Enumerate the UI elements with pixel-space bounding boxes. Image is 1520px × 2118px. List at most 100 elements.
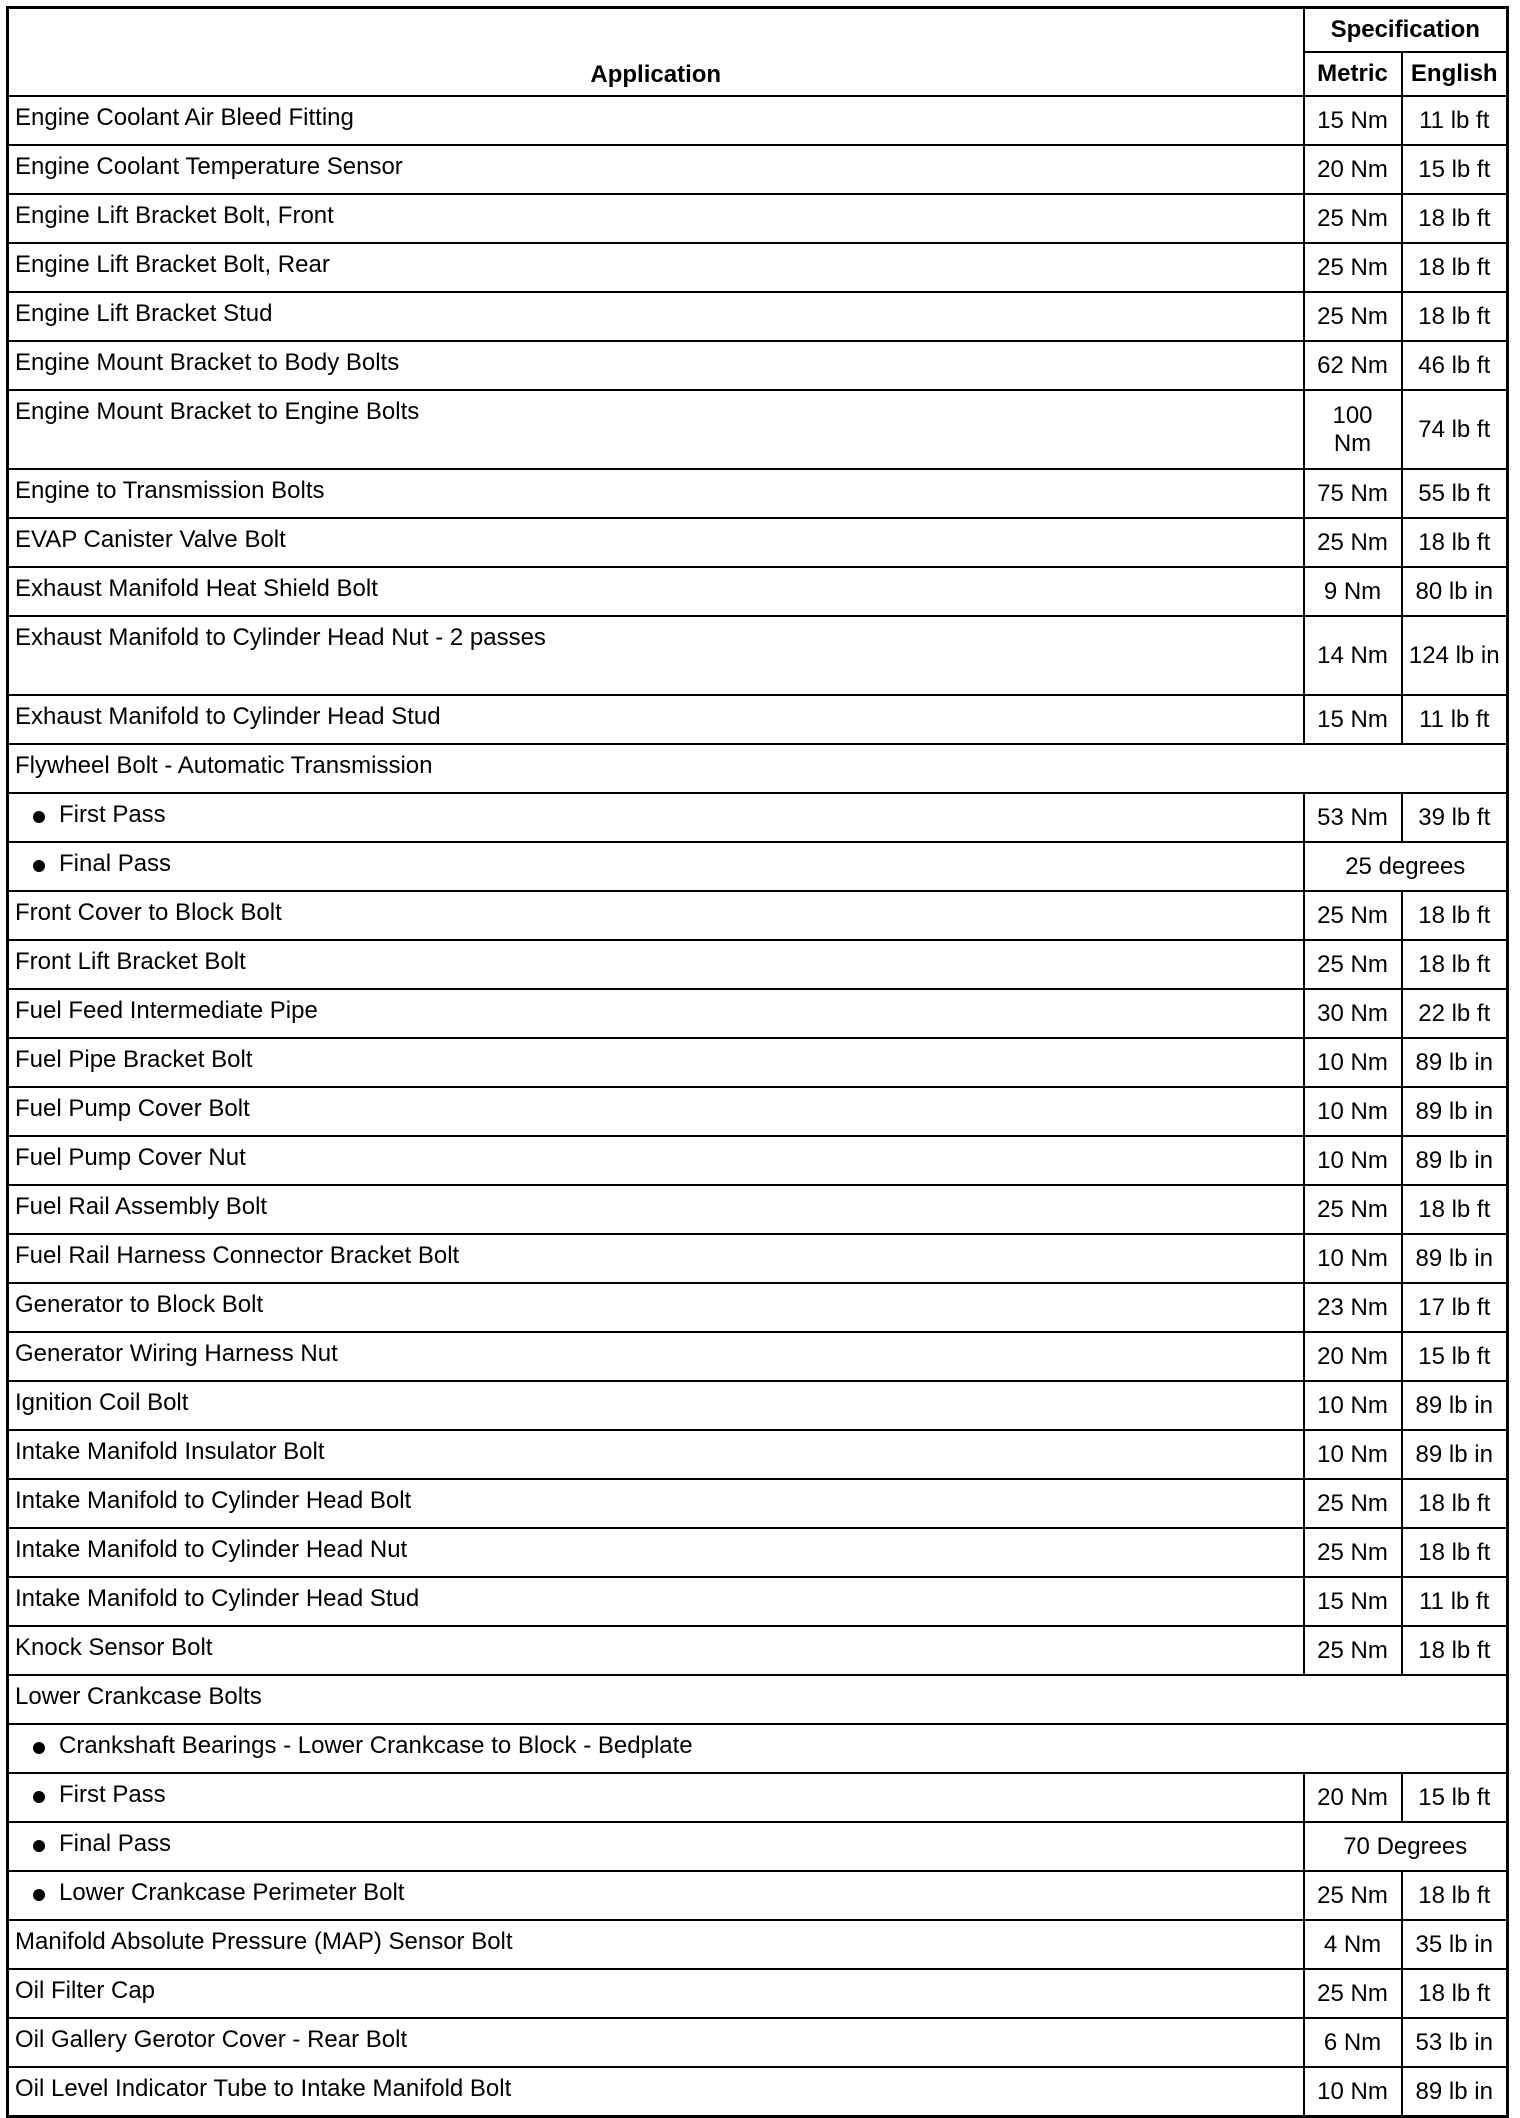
- metric-cell: 6 Nm: [1302, 2017, 1403, 2068]
- english-cell: 18 lb ft: [1400, 242, 1509, 293]
- application-text: Generator to Block Bolt: [15, 1291, 264, 1318]
- application-cell: Final Pass: [6, 841, 1305, 892]
- application-text: Fuel Rail Assembly Bolt: [15, 1193, 268, 1220]
- application-text: Exhaust Manifold to Cylinder Head Nut - …: [15, 624, 546, 651]
- application-text: Lower Crankcase Bolts: [15, 1683, 262, 1710]
- english-cell: 46 lb ft: [1400, 340, 1509, 391]
- english-cell: 39 lb ft: [1400, 792, 1509, 843]
- metric-cell: 20 Nm: [1302, 144, 1403, 195]
- application-text: Fuel Pump Cover Bolt: [15, 1095, 250, 1122]
- table-row: Generator Wiring Harness Nut 20 Nm 15 lb f…: [6, 1331, 1509, 1382]
- metric-cell: 25 Nm: [1302, 291, 1403, 342]
- english-cell: 15 lb ft: [1400, 144, 1509, 195]
- metric-cell: 30 Nm: [1302, 988, 1403, 1039]
- application-text: Intake Manifold to Cylinder Head Nut: [15, 1536, 408, 1563]
- table-row: Engine Lift Bracket Bolt, Rear 25 Nm 18 lb…: [6, 242, 1509, 293]
- english-cell: 18 lb ft: [1400, 1184, 1509, 1235]
- application-text: Engine Coolant Air Bleed Fitting: [15, 104, 354, 131]
- table-row: Ignition Coil Bolt 10 Nm 89 lb in: [6, 1380, 1509, 1431]
- application-text: Flywheel Bolt - Automatic Transmission: [15, 752, 433, 779]
- english-cell: 89 lb in: [1400, 1380, 1509, 1431]
- table-row: Knock Sensor Bolt 25 Nm 18 lb ft: [6, 1625, 1509, 1676]
- table-row: Fuel Rail Assembly Bolt 25 Nm 18 lb ft: [6, 1184, 1509, 1235]
- application-cell: Fuel Rail Harness Connector Bracket Bolt: [6, 1233, 1305, 1284]
- metric-cell: 53 Nm: [1302, 792, 1403, 843]
- metric-cell: 20 Nm: [1302, 1331, 1403, 1382]
- application-header: Application: [6, 6, 1305, 97]
- application-text: Final Pass: [59, 850, 172, 877]
- application-text: Intake Manifold Insulator Bolt: [15, 1438, 325, 1465]
- metric-cell: 25 Nm: [1302, 890, 1403, 941]
- table-row: Intake Manifold to Cylinder Head Nut 25 N…: [6, 1527, 1509, 1578]
- application-text: Oil Filter Cap: [15, 1977, 156, 2004]
- table-row: Engine Lift Bracket Stud 25 Nm 18 lb ft: [6, 291, 1509, 342]
- application-text: Manifold Absolute Pressure (MAP) Sensor …: [15, 1928, 513, 1955]
- application-text: Oil Level Indicator Tube to Intake Manif…: [15, 2075, 512, 2102]
- application-cell: Engine Coolant Temperature Sensor: [6, 144, 1305, 195]
- metric-cell: 15 Nm: [1302, 694, 1403, 745]
- metric-cell: 25 Nm: [1302, 193, 1403, 244]
- application-cell: Final Pass: [6, 1821, 1305, 1872]
- english-cell: 15 lb ft: [1400, 1331, 1509, 1382]
- metric-cell: 25 Nm: [1302, 1870, 1403, 1921]
- english-cell: 18 lb ft: [1400, 517, 1509, 568]
- table-row: Fuel Pump Cover Nut 10 Nm 89 lb in: [6, 1135, 1509, 1186]
- metric-cell: 10 Nm: [1302, 1135, 1403, 1186]
- application-cell: Fuel Pump Cover Bolt: [6, 1086, 1305, 1137]
- application-cell: Generator Wiring Harness Nut: [6, 1331, 1305, 1382]
- metric-cell: 100 Nm: [1302, 389, 1403, 470]
- table-row: Intake Manifold to Cylinder Head Stud 15 …: [6, 1576, 1509, 1627]
- bullet-icon: [33, 1791, 45, 1803]
- application-cell: Fuel Pump Cover Nut: [6, 1135, 1305, 1186]
- table-row: Engine Coolant Temperature Sensor 20 Nm 15…: [6, 144, 1509, 195]
- table-row: Lower Crankcase Bolts: [6, 1674, 1509, 1725]
- application-cell: Exhaust Manifold to Cylinder Head Nut - …: [6, 615, 1305, 696]
- table-row: Final Pass 70 Degrees: [6, 1821, 1509, 1872]
- application-cell: Intake Manifold Insulator Bolt: [6, 1429, 1305, 1480]
- application-cell: Manifold Absolute Pressure (MAP) Sensor …: [6, 1919, 1305, 1970]
- application-cell: EVAP Canister Valve Bolt: [6, 517, 1305, 568]
- application-text: Engine to Transmission Bolts: [15, 477, 325, 504]
- application-cell: Lower Crankcase Perimeter Bolt: [6, 1870, 1305, 1921]
- application-text: Oil Gallery Gerotor Cover - Rear Bolt: [15, 2026, 408, 2053]
- table-row: Intake Manifold to Cylinder Head Bolt 25 …: [6, 1478, 1509, 1529]
- english-cell: 18 lb ft: [1400, 193, 1509, 244]
- english-cell: 18 lb ft: [1400, 1968, 1509, 2019]
- spec-span-cell: 70 Degrees: [1302, 1821, 1509, 1872]
- metric-cell: 14 Nm: [1302, 615, 1403, 696]
- table-row: Engine Mount Bracket to Body Bolts 62 Nm 4…: [6, 340, 1509, 391]
- english-cell: 18 lb ft: [1400, 1625, 1509, 1676]
- table-row: Oil Filter Cap 25 Nm 18 lb ft: [6, 1968, 1509, 2019]
- bullet-icon: [33, 860, 45, 872]
- metric-cell: 10 Nm: [1302, 1233, 1403, 1284]
- english-cell: 22 lb ft: [1400, 988, 1509, 1039]
- metric-cell: 9 Nm: [1302, 566, 1403, 617]
- application-text: Engine Coolant Temperature Sensor: [15, 153, 403, 180]
- application-cell: Engine to Transmission Bolts: [6, 468, 1305, 519]
- table-row: Fuel Pipe Bracket Bolt 10 Nm 89 lb in: [6, 1037, 1509, 1088]
- metric-cell: 10 Nm: [1302, 1037, 1403, 1088]
- application-cell: Engine Mount Bracket to Body Bolts: [6, 340, 1305, 391]
- application-cell: Oil Filter Cap: [6, 1968, 1305, 2019]
- english-cell: 53 lb in: [1400, 2017, 1509, 2068]
- application-text: Front Cover to Block Bolt: [15, 899, 282, 926]
- application-cell: Lower Crankcase Bolts: [6, 1674, 1509, 1725]
- english-cell: 89 lb in: [1400, 1233, 1509, 1284]
- table-row: Oil Gallery Gerotor Cover - Rear Bolt 6 N…: [6, 2017, 1509, 2068]
- english-header: English: [1400, 51, 1509, 97]
- english-cell: 11 lb ft: [1400, 1576, 1509, 1627]
- english-cell: 80 lb in: [1400, 566, 1509, 617]
- metric-cell: 25 Nm: [1302, 1478, 1403, 1529]
- application-text: Intake Manifold to Cylinder Head Bolt: [15, 1487, 412, 1514]
- english-cell: 18 lb ft: [1400, 890, 1509, 941]
- table-row: Fuel Rail Harness Connector Bracket Bolt…: [6, 1233, 1509, 1284]
- application-cell: Oil Gallery Gerotor Cover - Rear Bolt: [6, 2017, 1305, 2068]
- application-cell: Intake Manifold to Cylinder Head Bolt: [6, 1478, 1305, 1529]
- metric-cell: 20 Nm: [1302, 1772, 1403, 1823]
- table-row: Engine Mount Bracket to Engine Bolts 100 …: [6, 389, 1509, 470]
- application-text: First Pass: [59, 1781, 166, 1808]
- application-cell: Exhaust Manifold Heat Shield Bolt: [6, 566, 1305, 617]
- application-cell: First Pass: [6, 792, 1305, 843]
- metric-cell: 10 Nm: [1302, 2066, 1403, 2118]
- table-row: Exhaust Manifold to Cylinder Head Stud 15…: [6, 694, 1509, 745]
